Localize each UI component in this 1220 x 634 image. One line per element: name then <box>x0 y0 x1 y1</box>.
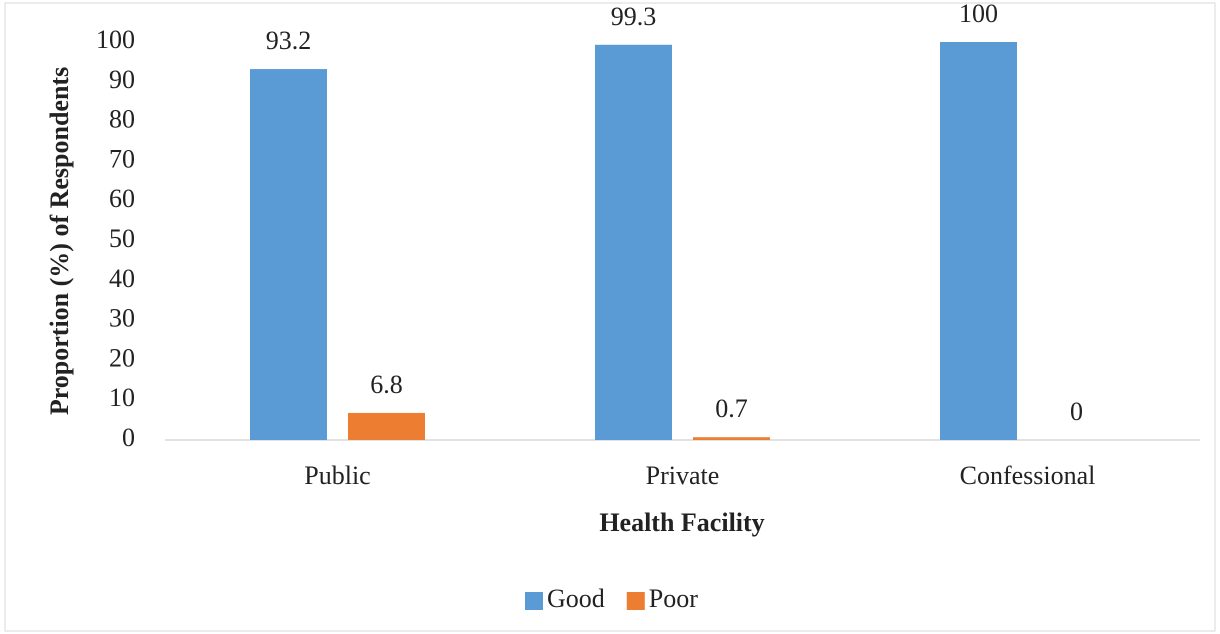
bar <box>940 42 1017 440</box>
legend-swatch <box>626 592 645 610</box>
y-tick-label: 30 <box>109 304 135 333</box>
y-tick-label: 0 <box>122 423 135 452</box>
y-tick-label: 90 <box>109 65 135 94</box>
y-tick-label: 50 <box>109 224 135 253</box>
chart-frame <box>4 2 1216 632</box>
y-tick-label: 60 <box>109 184 135 213</box>
x-axis-title: Health Facility <box>599 508 764 537</box>
data-label: 0 <box>1070 397 1083 426</box>
x-tick-label: Public <box>304 461 370 490</box>
legend-swatch <box>525 592 543 610</box>
data-label: 100 <box>959 0 998 28</box>
y-tick-label: 100 <box>96 25 135 54</box>
legend-label: Good <box>547 584 605 613</box>
y-tick-label: 80 <box>109 105 135 134</box>
legend-label: Poor <box>649 584 698 613</box>
y-tick-label: 40 <box>109 264 135 293</box>
y-axis-title: Proportion (%) of Respondents <box>45 67 74 415</box>
bar <box>250 69 327 441</box>
bar <box>693 437 770 440</box>
data-label: 6.8 <box>370 370 403 399</box>
y-tick-label: 10 <box>109 383 135 412</box>
data-label: 99.3 <box>611 2 657 31</box>
bar <box>595 44 672 440</box>
x-tick-label: Private <box>646 461 720 490</box>
data-label: 0.7 <box>715 394 748 423</box>
data-label: 93.2 <box>266 26 312 55</box>
x-tick-label: Confessional <box>960 461 1096 490</box>
y-tick-label: 70 <box>109 144 135 173</box>
y-tick-label: 20 <box>109 343 135 372</box>
bar <box>348 412 425 440</box>
